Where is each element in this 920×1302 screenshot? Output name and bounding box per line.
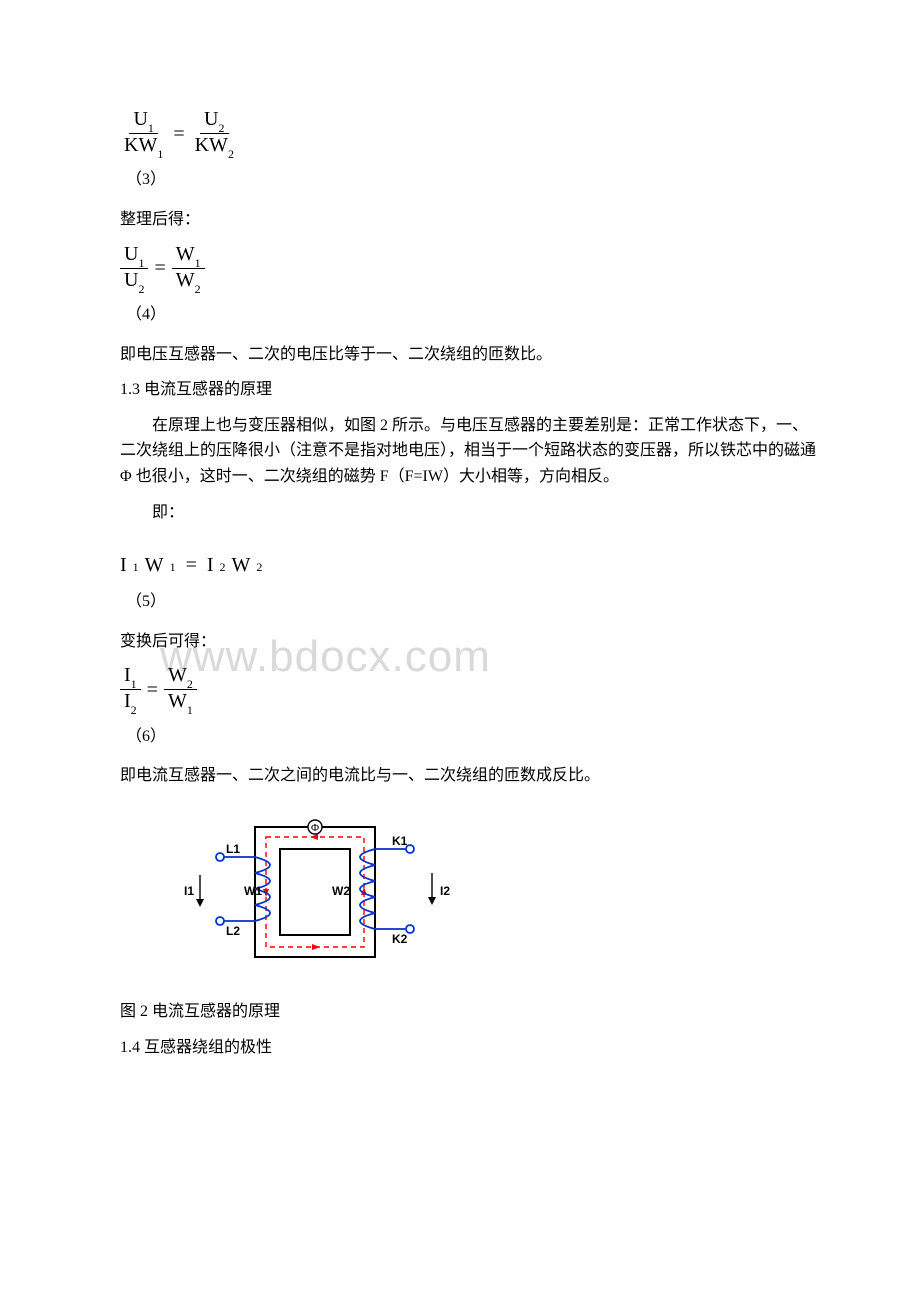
eq3-num2: U [204, 108, 218, 130]
core-outer [255, 827, 375, 957]
equation-4: U1 U2 = W1 W2 [120, 243, 820, 294]
eq3-sub2: 2 [219, 121, 225, 135]
eq6-den1b: 2 [131, 703, 137, 717]
eq3-sub1: 1 [148, 121, 154, 135]
ct-schematic: Φ L1 L2 K1 K2 W1 W2 I1 I2 [160, 807, 460, 977]
eq5-w1: W [145, 549, 164, 581]
figure-2-caption: 图 2 电流互感器的原理 [120, 999, 820, 1025]
eq3-num1: U [133, 108, 147, 130]
eq6-num1b: 1 [131, 677, 137, 691]
equation-6: I1 I2 = W2 W1 [120, 664, 820, 715]
eq5-i1: I [120, 549, 127, 581]
terminal-l1 [216, 853, 224, 861]
eq4-den1b: 2 [138, 282, 144, 296]
para-arrange: 整理后得： [120, 207, 820, 233]
eq4-num2b: 1 [195, 256, 201, 270]
equation-3-label: （3） [126, 167, 820, 193]
terminal-l2 [216, 917, 224, 925]
label-w1: W1 [244, 884, 262, 898]
eq6-num1a: I [124, 664, 131, 686]
para-ie: 即： [120, 500, 820, 526]
label-i2: I2 [440, 884, 450, 898]
eq5-eq: = [186, 549, 197, 581]
eq5-w2: W [232, 549, 251, 581]
eq4-num2a: W [176, 243, 195, 265]
para-pt-ratio: 即电压互感器一、二次的电压比等于一、二次绕组的匝数比。 [120, 342, 820, 368]
eq3-den2a: KW [195, 134, 228, 156]
i2-arrow-head [428, 897, 436, 905]
eq6-den2b: 1 [187, 703, 193, 717]
i1-arrow-head [196, 899, 204, 907]
equation-3: U1 KW1 = U2 KW2 [120, 108, 820, 159]
eq6-num2a: W [168, 664, 187, 686]
eq4-eq: = [154, 252, 165, 284]
eq4-den1a: U [124, 269, 138, 291]
eq6-den2a: W [168, 690, 187, 712]
eq4-num1a: U [124, 243, 138, 265]
equation-6-label: （6） [126, 724, 820, 750]
label-l2: L2 [226, 924, 240, 938]
label-k1: K1 [392, 834, 408, 848]
eq3-den1b: 1 [157, 147, 163, 161]
eq5-i2s: 2 [220, 558, 226, 577]
eq5-i1s: 1 [133, 558, 139, 577]
para-ct-ratio: 即电流互感器一、二次之间的电流比与一、二次绕组的匝数成反比。 [120, 763, 820, 789]
eq5-i2: I [207, 549, 214, 581]
equation-5-label: （5） [126, 589, 820, 615]
figure-2: Φ L1 L2 K1 K2 W1 W2 I1 I2 [160, 807, 820, 986]
section-1-3: 1.3 电流互感器的原理 [120, 377, 820, 403]
eq5-w1s: 1 [170, 558, 176, 577]
para-transform: 变换后可得： [120, 629, 820, 655]
eq3-den1a: KW [124, 134, 157, 156]
label-w2: W2 [332, 884, 350, 898]
eq6-den1a: I [124, 690, 131, 712]
section-1-4: 1.4 互感器绕组的极性 [120, 1035, 820, 1061]
eq4-den2b: 2 [195, 282, 201, 296]
label-k2: K2 [392, 932, 408, 946]
eq3-eq: = [173, 118, 184, 150]
para-ct-principle: 在原理上也与变压器相似，如图 2 所示。与电压互感器的主要差别是：正常工作状态下… [120, 413, 820, 490]
eq4-den2a: W [176, 269, 195, 291]
equation-5: I1W1 = I2W2 [120, 549, 820, 581]
equation-4-label: （4） [126, 302, 820, 328]
label-l1: L1 [226, 842, 240, 856]
flux-arrow-top [310, 834, 318, 840]
eq4-num1b: 1 [138, 256, 144, 270]
eq3-den2b: 2 [228, 147, 234, 161]
phi-label: Φ [311, 822, 319, 834]
flux-arrow-bottom [312, 944, 320, 950]
eq6-num2b: 2 [187, 677, 193, 691]
eq6-eq: = [147, 674, 158, 706]
label-i1: I1 [184, 884, 194, 898]
secondary-coil [360, 849, 410, 929]
document-content: U1 KW1 = U2 KW2 （3） 整理后得： U1 U2 = W1 W2 … [100, 108, 820, 1061]
eq5-w2s: 2 [256, 558, 262, 577]
